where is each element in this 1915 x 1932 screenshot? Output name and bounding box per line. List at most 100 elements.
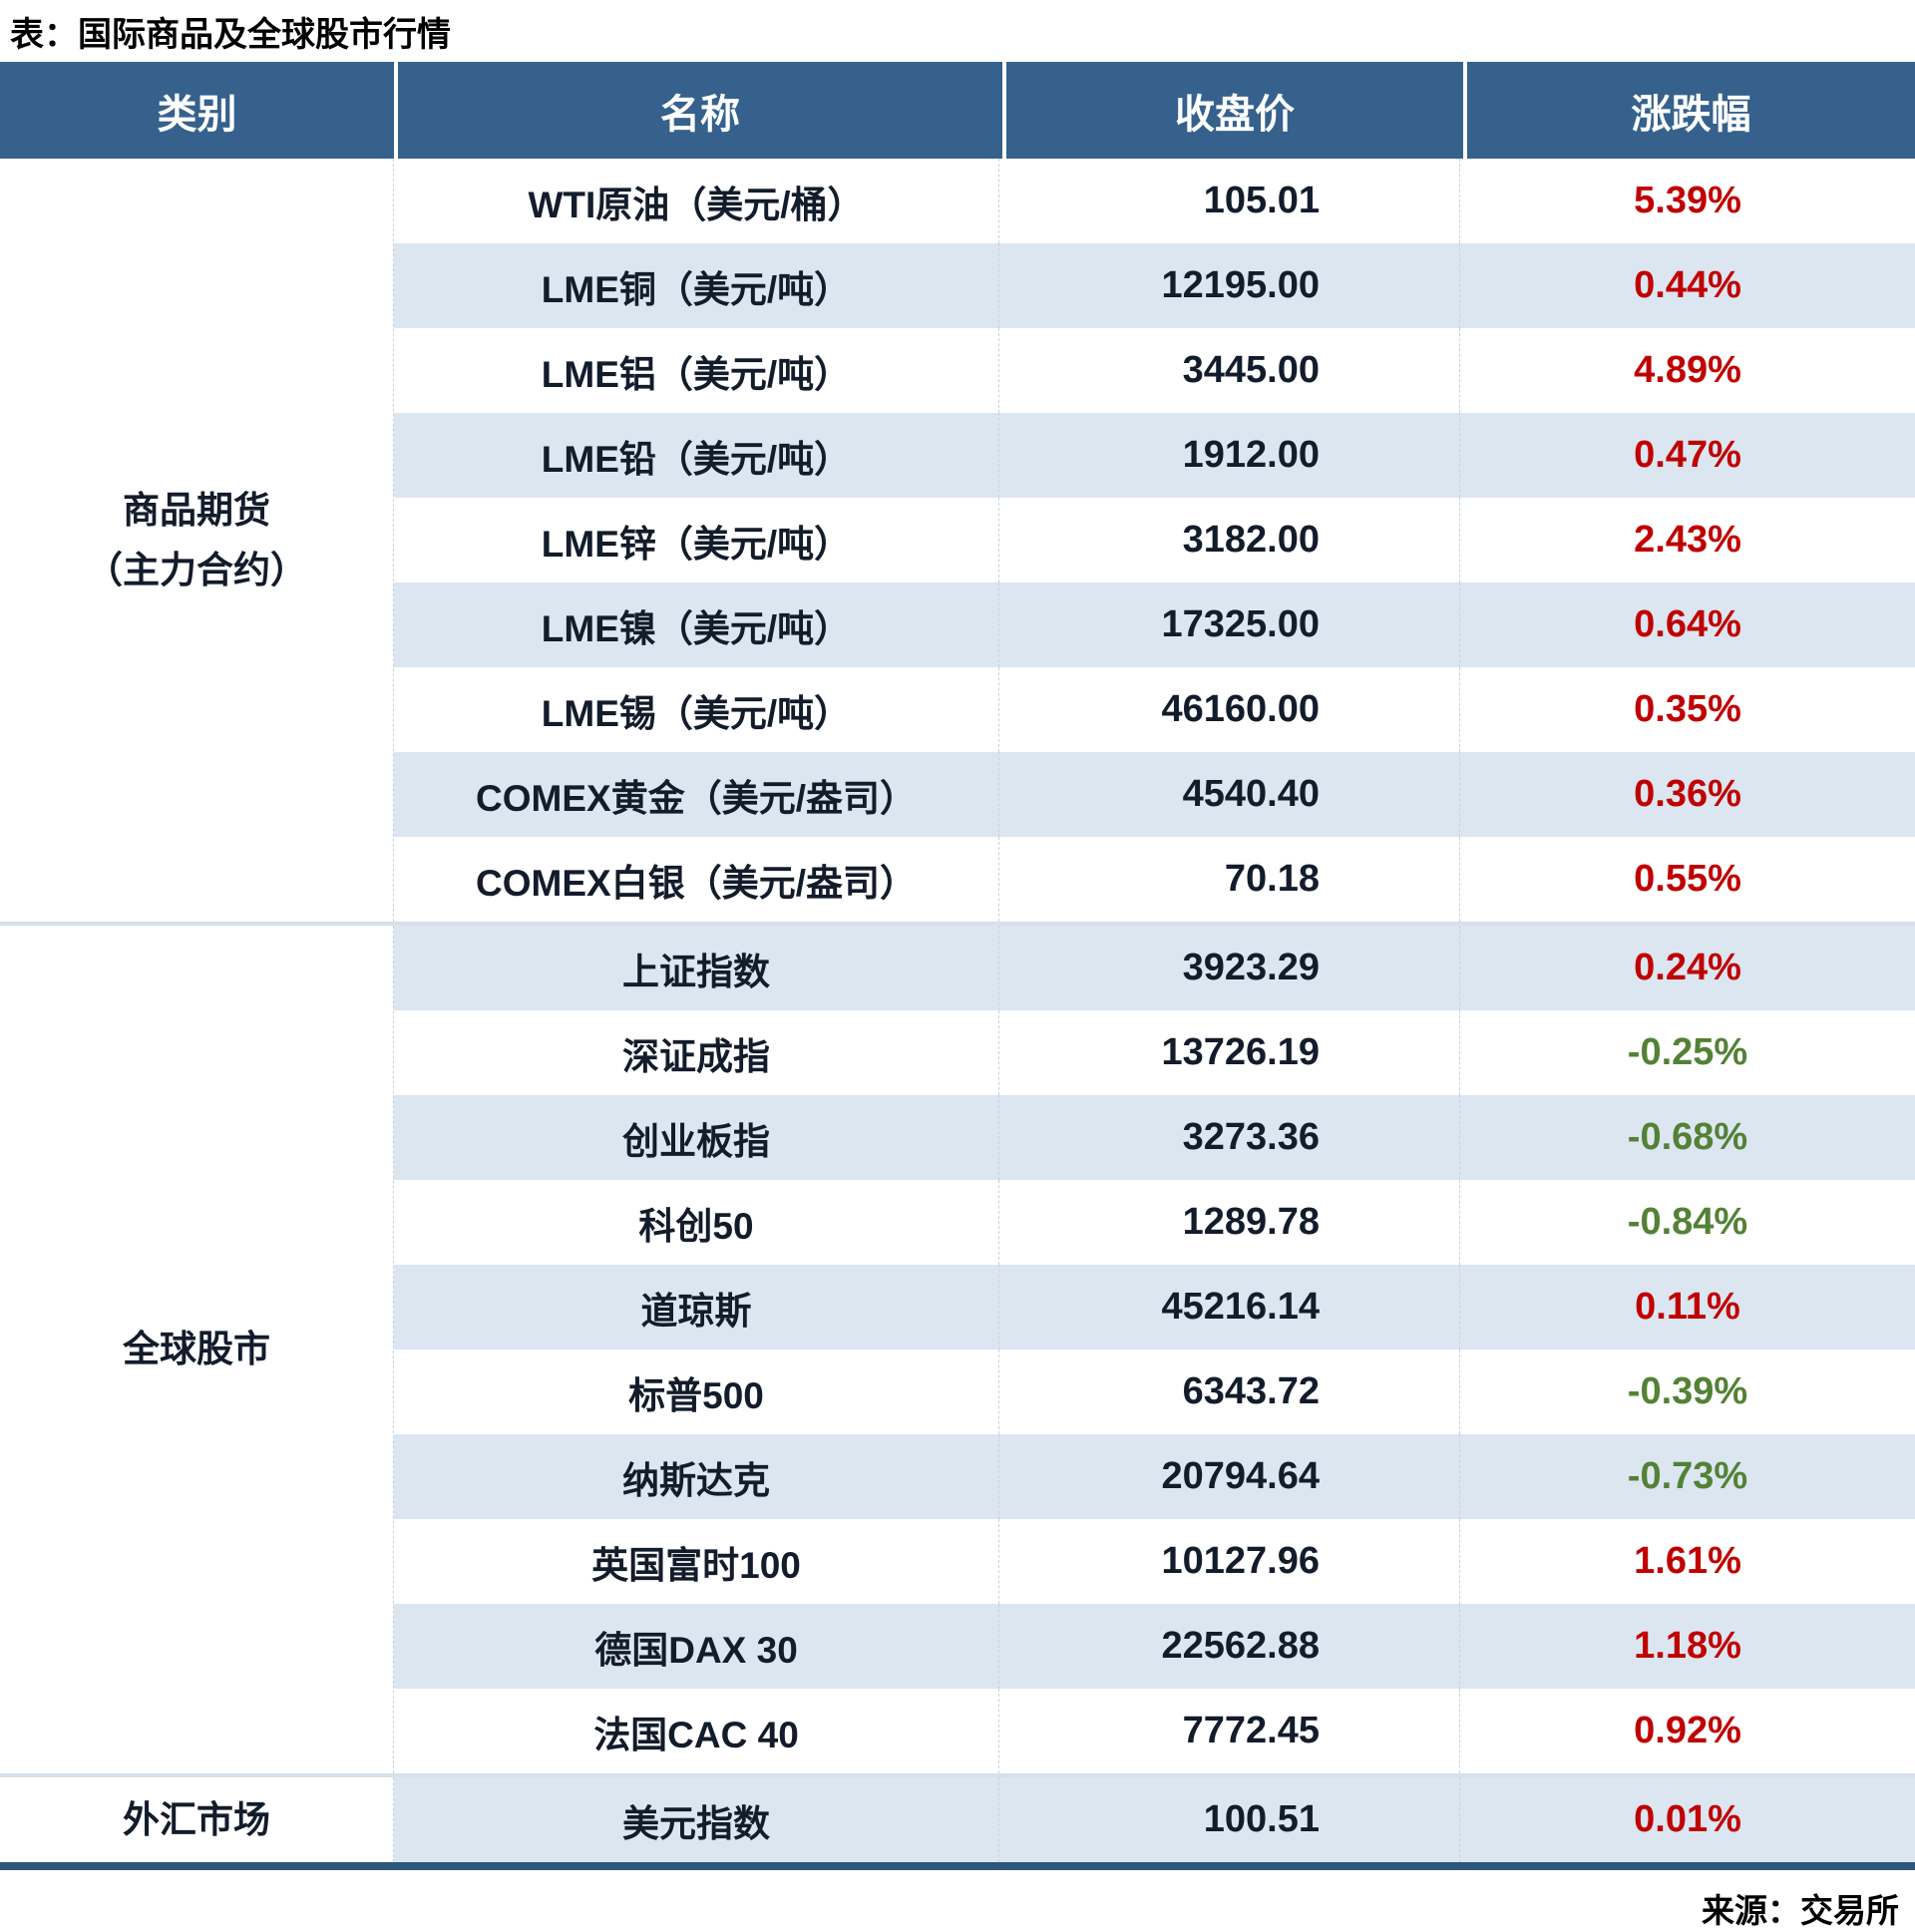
change-pct: -0.73%: [1459, 1434, 1915, 1519]
change-pct: 2.43%: [1459, 498, 1915, 582]
close-price: 3445.00: [998, 328, 1459, 413]
table-row: 法国CAC 40 7772.45 0.92%: [394, 1689, 1915, 1773]
close-price: 3923.29: [998, 926, 1459, 1010]
close-price: 3273.36: [998, 1095, 1459, 1180]
instrument-name: WTI原油（美元/桶）: [528, 184, 865, 225]
change-pct: 0.44%: [1459, 243, 1915, 328]
table-row: 美元指数 100.51 0.01%: [394, 1777, 1915, 1862]
change-pct: 0.55%: [1459, 837, 1915, 922]
category-label-line: 全球股市: [123, 1329, 270, 1370]
change-pct: 0.11%: [1459, 1265, 1915, 1350]
instrument-name: COMEX黄金（美元/盎司）: [476, 777, 917, 819]
change-pct: -0.68%: [1459, 1095, 1915, 1180]
close-price: 70.18: [998, 837, 1459, 922]
change-pct: 0.92%: [1459, 1689, 1915, 1773]
change-pct: 0.01%: [1459, 1777, 1915, 1862]
table-body: 商品期货 （主力合约） WTI原油（美元/桶） 105.01 5.39% LME铜（美元/…: [0, 159, 1915, 1862]
table-header-row: 类别 名称 收盘价 涨跌幅: [0, 62, 1915, 159]
instrument-name: 德国DAX 30: [594, 1629, 798, 1671]
source-caption: 来源：交易所: [1702, 1892, 1899, 1929]
table-row: COMEX白银（美元/盎司） 70.18 0.55%: [394, 837, 1915, 922]
table-row: 标普500 6343.72 -0.39%: [394, 1350, 1915, 1434]
change-pct: 1.61%: [1459, 1519, 1915, 1604]
category-cell: 全球股市: [0, 926, 394, 1773]
change-pct: 0.64%: [1459, 582, 1915, 667]
header-name: 名称: [394, 62, 1002, 159]
instrument-name: 美元指数: [622, 1802, 770, 1844]
change-pct: 0.47%: [1459, 413, 1915, 498]
close-price: 45216.14: [998, 1265, 1459, 1350]
instrument-name: 英国富时100: [591, 1544, 801, 1586]
table-row: 创业板指 3273.36 -0.68%: [394, 1095, 1915, 1180]
table-section: 商品期货 （主力合约） WTI原油（美元/桶） 105.01 5.39% LME铜（美元/…: [0, 159, 1915, 922]
table-row: 英国富时100 10127.96 1.61%: [394, 1519, 1915, 1604]
category-cell: 商品期货 （主力合约）: [0, 159, 394, 922]
table-row: 道琼斯 45216.14 0.11%: [394, 1265, 1915, 1350]
instrument-name: LME镍（美元/吨）: [541, 607, 852, 649]
instrument-name: LME铝（美元/吨）: [541, 353, 852, 395]
close-price: 20794.64: [998, 1434, 1459, 1519]
close-price: 12195.00: [998, 243, 1459, 328]
instrument-name: 深证成指: [622, 1035, 770, 1077]
change-pct: 4.89%: [1459, 328, 1915, 413]
close-price: 7772.45: [998, 1689, 1459, 1773]
instrument-name: 上证指数: [622, 951, 770, 992]
close-price: 105.01: [998, 159, 1459, 243]
change-pct: -0.25%: [1459, 1010, 1915, 1095]
category-label-line: 商品期货: [123, 490, 270, 532]
table-row: WTI原油（美元/桶） 105.01 5.39%: [394, 159, 1915, 243]
instrument-name: LME锌（美元/吨）: [541, 523, 852, 565]
table-row: LME锌（美元/吨） 3182.00 2.43%: [394, 498, 1915, 582]
change-pct: 1.18%: [1459, 1604, 1915, 1689]
section-rows: 上证指数 3923.29 0.24% 深证成指 13726.19 -0.25% 创业板指 32…: [394, 926, 1915, 1773]
instrument-name: 创业板指: [622, 1120, 770, 1162]
header-category: 类别: [157, 92, 237, 137]
change-pct: -0.84%: [1459, 1180, 1915, 1265]
instrument-name: 科创50: [638, 1205, 754, 1247]
change-pct: 0.24%: [1459, 926, 1915, 1010]
change-pct: 0.35%: [1459, 667, 1915, 752]
section-rows: WTI原油（美元/桶） 105.01 5.39% LME铜（美元/吨） 12195.00…: [394, 159, 1915, 922]
instrument-name: LME铜（美元/吨）: [541, 268, 852, 310]
table-row: 德国DAX 30 22562.88 1.18%: [394, 1604, 1915, 1689]
category-label-line: 外汇市场: [123, 1798, 270, 1840]
table-section: 全球股市 上证指数 3923.29 0.24% 深证成指 13726.19 -0.25% 创业…: [0, 926, 1915, 1773]
instrument-name: LME锡（美元/吨）: [541, 692, 852, 734]
close-price: 4540.40: [998, 752, 1459, 837]
instrument-name: 纳斯达克: [622, 1459, 770, 1501]
close-price: 1289.78: [998, 1180, 1459, 1265]
table-section: 外汇市场 美元指数 100.51 0.01%: [0, 1777, 1915, 1862]
close-price: 17325.00: [998, 582, 1459, 667]
close-price: 100.51: [998, 1777, 1459, 1862]
header-close-price: 收盘价: [1002, 62, 1463, 159]
table-row: LME铜（美元/吨） 12195.00 0.44%: [394, 243, 1915, 328]
close-price: 1912.00: [998, 413, 1459, 498]
table-row: 深证成指 13726.19 -0.25%: [394, 1010, 1915, 1095]
table-row: 纳斯达克 20794.64 -0.73%: [394, 1434, 1915, 1519]
table-row: COMEX黄金（美元/盎司） 4540.40 0.36%: [394, 752, 1915, 837]
instrument-name: LME铅（美元/吨）: [541, 438, 852, 480]
market-table: 类别 名称 收盘价 涨跌幅 商品期货 （主力合约） WTI原油（美元/桶） 105.0…: [0, 62, 1915, 1870]
change-pct: -0.39%: [1459, 1350, 1915, 1434]
close-price: 13726.19: [998, 1010, 1459, 1095]
instrument-name: 道琼斯: [640, 1290, 752, 1332]
table-row: LME镍（美元/吨） 17325.00 0.64%: [394, 582, 1915, 667]
category-label-line: （主力合约）: [86, 549, 307, 590]
table-title: 表：国际商品及全球股市行情: [10, 15, 451, 54]
change-pct: 0.36%: [1459, 752, 1915, 837]
close-price: 6343.72: [998, 1350, 1459, 1434]
table-row: LME锡（美元/吨） 46160.00 0.35%: [394, 667, 1915, 752]
table-row: LME铅（美元/吨） 1912.00 0.47%: [394, 413, 1915, 498]
table-bottom-border: [0, 1862, 1915, 1870]
close-price: 46160.00: [998, 667, 1459, 752]
table-row: LME铝（美元/吨） 3445.00 4.89%: [394, 328, 1915, 413]
instrument-name: 法国CAC 40: [593, 1714, 799, 1755]
table-row: 上证指数 3923.29 0.24%: [394, 926, 1915, 1010]
header-change-pct: 涨跌幅: [1463, 62, 1915, 159]
section-rows: 美元指数 100.51 0.01%: [394, 1777, 1915, 1862]
section-separator: [0, 922, 1915, 926]
instrument-name: 标普500: [628, 1374, 764, 1416]
close-price: 22562.88: [998, 1604, 1459, 1689]
instrument-name: COMEX白银（美元/盎司）: [476, 862, 917, 904]
table-row: 科创50 1289.78 -0.84%: [394, 1180, 1915, 1265]
